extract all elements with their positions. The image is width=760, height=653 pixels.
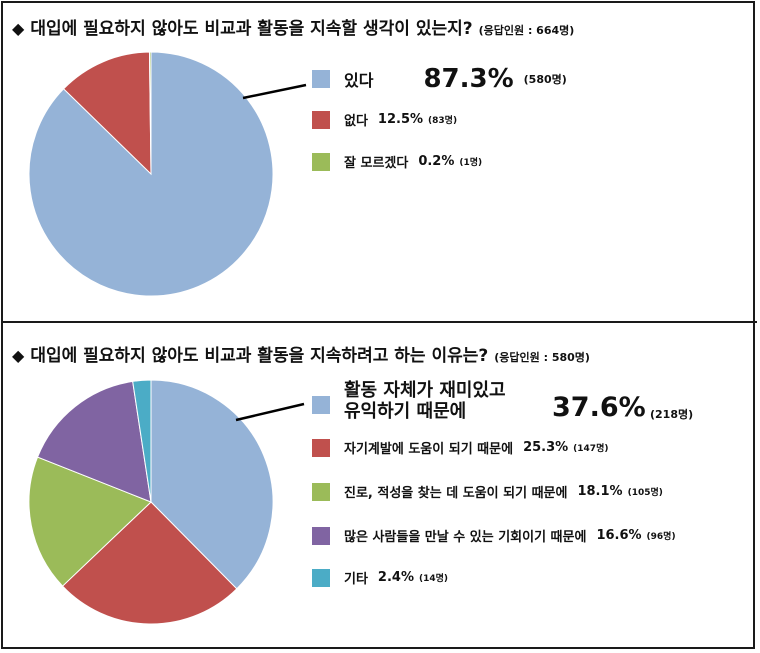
chart2-slice-4 [132, 379, 152, 503]
chart1-legend-count-1: (83명) [428, 116, 458, 126]
chart2-legend-label-1: 자기계발에 도움이 되기 때문에 [344, 442, 514, 457]
chart2-legend-count-0: (218명) [650, 408, 694, 421]
chart1-legend-label-1: 없다 [344, 114, 368, 129]
chart1-legend-swatch-2 [312, 152, 330, 171]
chart2-slice-0 [150, 379, 274, 590]
chart1-slice-2 [148, 51, 152, 175]
chart2-legend-label-4: 기타 [344, 572, 368, 587]
chart2-legend-item-0 [312, 396, 344, 414]
chart2-legend-swatch-2 [312, 482, 330, 501]
chart2-legend-percent-1: 25.3% [523, 440, 569, 455]
chart2-legend-label-0: 활동 자체가 재미있고 유익하기 때문에 [344, 380, 506, 422]
chart2-legend-label-3: 많은 사람들을 만날 수 있는 기회이기 때문에 [344, 530, 587, 545]
chart1-legend-percent-1: 12.5% [377, 112, 424, 127]
chart2-legend-swatch-3 [312, 526, 330, 545]
chart2-legend-swatch-1 [312, 438, 330, 457]
chart1-respondents: (응답인원 : 664명) [478, 24, 575, 37]
chart2-legend-label-2: 진로, 적성을 찾는 데 도움이 되기 때문에 [344, 486, 568, 501]
chart1-legend-percent-2: 0.2% [418, 154, 455, 169]
chart1-pie [28, 51, 307, 297]
chart1-slice-1 [62, 51, 152, 176]
chart1-legend-percent-0: 87.3% [423, 64, 514, 94]
chart2-legend-item-4: 기타 2.4% (14명) [312, 568, 448, 587]
chart1-title-text: 대입에 필요하지 않아도 비교과 활동을 지속할 생각이 있는지? [30, 19, 473, 39]
diamond-bullet-icon: ◆ [12, 346, 25, 365]
chart2-legend-percent-2: 18.1% [577, 484, 623, 499]
chart1-legend-item-1: 없다 12.5% (83명) [312, 110, 457, 129]
chart2-title: ◆ 대입에 필요하지 않아도 비교과 활동을 지속하려고 하는 이유는? (응답인원… [12, 341, 590, 366]
chart2-respondents: (응답인원 : 580명) [494, 351, 590, 364]
chart1-legend-swatch-1 [312, 110, 330, 129]
chart2-legend-label-0-line2: 유익하기 때문에 [344, 401, 467, 422]
chart2-legend-percent-4: 2.4% [377, 570, 414, 585]
chart2-legend-swatch-0 [312, 396, 330, 414]
chart1-legend-item-0: 있다 87.3% (580명) [312, 64, 567, 94]
chart1-legend-label-0: 있다 [344, 71, 374, 90]
chart2-slice-1 [61, 501, 238, 625]
chart1-legend-count-0: (580명) [523, 73, 567, 86]
chart1-legend-label-2: 잘 모르겠다 [344, 156, 409, 171]
chart2-title-text: 대입에 필요하지 않아도 비교과 활동을 지속하려고 하는 이유는? [30, 346, 489, 366]
chart2-legend-item-1: 자기계발에 도움이 되기 때문에 25.3% (147명) [312, 438, 608, 457]
diamond-bullet-icon: ◆ [12, 19, 25, 38]
chart1-legend-count-2: (1명) [459, 158, 483, 168]
chart2-legend-percent-3: 16.6% [596, 528, 642, 543]
chart2-legend-count-3: (96명) [646, 532, 676, 542]
chart2-legend-item-2: 진로, 적성을 찾는 데 도움이 되기 때문에 18.1% (105명) [312, 482, 663, 501]
chart2-legend-count-4: (14명) [418, 574, 449, 584]
chart2-legend-swatch-4 [312, 568, 330, 587]
chart2-slice-2 [28, 456, 152, 587]
chart1-title: ◆ 대입에 필요하지 않아도 비교과 활동을 지속할 생각이 있는지? (응답인원 … [12, 14, 574, 39]
chart2-leader-line [235, 402, 305, 422]
chart2-legend-count-1: (147명) [573, 444, 609, 454]
chart2-pie [28, 379, 305, 625]
chart2-slice-3 [36, 380, 152, 503]
chart1-legend-swatch-0 [312, 70, 330, 88]
chart2-legend-count-2: (105명) [627, 488, 663, 498]
chart1-legend-item-2: 잘 모르겠다 0.2% (1명) [312, 152, 482, 171]
section-divider [1, 321, 757, 323]
chart2-legend-label-0-line1: 활동 자체가 재미있고 [344, 380, 506, 401]
chart2-legend-percent-0: 37.6% [552, 392, 646, 423]
chart1-leader-line [242, 83, 307, 100]
chart2-legend-item-3: 많은 사람들을 만날 수 있는 기회이기 때문에 16.6% (96명) [312, 526, 676, 545]
